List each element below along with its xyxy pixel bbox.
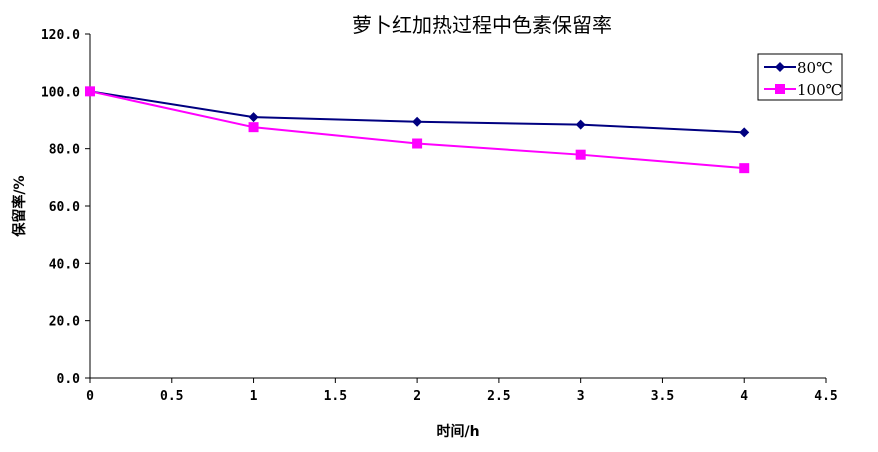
data-point: [739, 127, 750, 138]
y-axis-label: 保留率/%: [11, 175, 28, 237]
legend-label: 100℃: [797, 81, 842, 99]
y-tick-label: 80.0: [49, 143, 80, 158]
y-tick-label: 20.0: [49, 315, 80, 330]
x-axis-label: 时间/h: [436, 423, 479, 440]
y-tick-label: 40.0: [49, 257, 80, 272]
y-tick-label: 120.0: [41, 28, 80, 43]
x-tick-label: 2: [413, 389, 421, 404]
series-line: [89, 90, 745, 170]
data-point: [739, 163, 750, 174]
legend: 80℃ 100℃: [757, 53, 843, 101]
legend-marker: [775, 84, 785, 94]
data-point: [575, 119, 586, 130]
chart-title: 萝卜红加热过程中色素保留率: [352, 13, 612, 37]
x-tick-label: 4: [740, 389, 748, 404]
x-tick-label: 2.5: [487, 389, 510, 404]
x-tick-label: 3.5: [651, 389, 674, 404]
y-tick-label: 0.0: [57, 372, 81, 387]
series-1: [85, 86, 750, 174]
y-tick-label: 60.0: [49, 200, 80, 215]
legend-label: 80℃: [797, 59, 833, 77]
data-point: [85, 86, 95, 97]
x-tick-label: 1.5: [324, 389, 347, 404]
x-tick-label: 0.5: [160, 389, 183, 404]
data-point: [575, 149, 586, 160]
data-point: [248, 122, 259, 133]
x-tick-label: 0: [86, 389, 94, 404]
x-tick-label: 4.5: [814, 389, 837, 404]
data-point: [412, 138, 423, 149]
legend-marker: [775, 62, 785, 72]
x-tick-label: 1: [250, 389, 258, 404]
y-tick-label: 100.0: [41, 85, 80, 100]
x-tick-label: 3: [577, 389, 585, 404]
data-point: [248, 112, 259, 123]
axes: 0 0.5 1 1.5 2 2.5 3 3.5 4 4.5 0.0 20.0 40.0 60.0 80.0 1…: [41, 28, 838, 404]
series-group: [85, 86, 750, 174]
legend-box: [757, 53, 843, 101]
data-point: [412, 116, 423, 127]
